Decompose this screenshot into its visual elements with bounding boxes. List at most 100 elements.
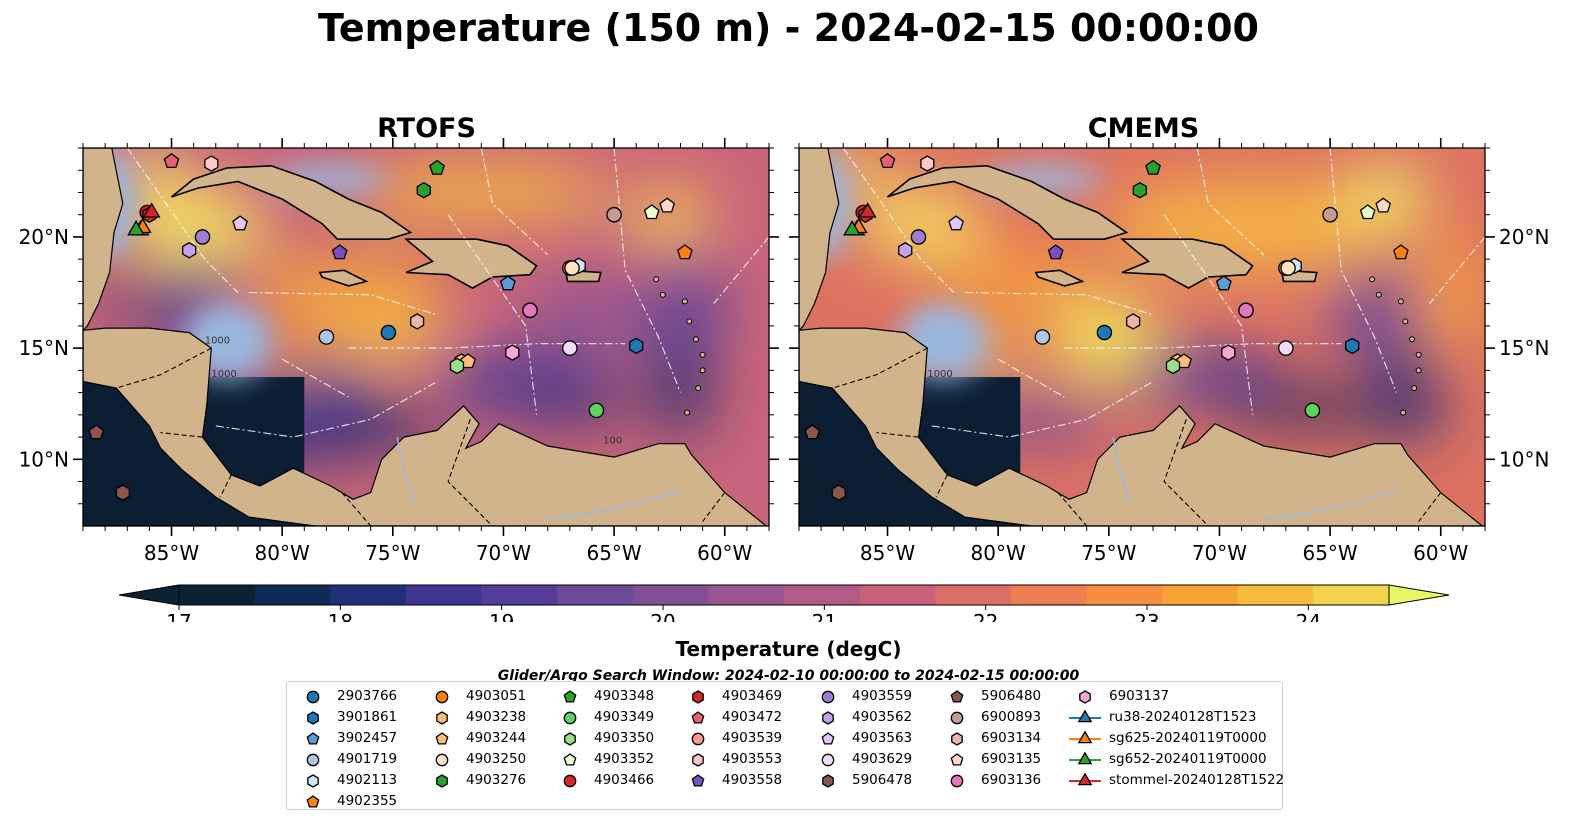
colorbar-bin [1237, 585, 1314, 605]
legend-label: 4903051 [466, 688, 527, 704]
platform-marker [380, 324, 397, 341]
platform-legend: 2903766 3901861 3902457 4901719 4902113 49023… [286, 681, 1284, 810]
hexagon-marker-icon [436, 774, 448, 788]
triangle-marker-icon [1069, 730, 1101, 744]
platform-marker [142, 202, 161, 218]
colorbar-bin [557, 585, 634, 605]
platform-marker [460, 353, 476, 369]
colorbar-bin [330, 585, 407, 605]
platform-marker [920, 155, 935, 172]
circle-marker-icon [691, 732, 705, 746]
platform-marker [182, 242, 197, 259]
colorbar-bin [1313, 585, 1390, 605]
circle-marker-icon [563, 774, 577, 788]
pentagon-marker-icon [821, 732, 835, 745]
lon-tick-label: 70°W [476, 541, 531, 565]
platform-marker [858, 202, 877, 218]
legend-label: 4903472 [722, 709, 783, 725]
hexagon-marker-icon [692, 690, 704, 704]
platform-marker [232, 215, 248, 231]
lon-tick-label: 85°W [860, 541, 915, 565]
circle-marker-icon [306, 753, 320, 767]
lon-tick-label: 65°W [586, 541, 641, 565]
colorbar-tick-label: 20 [650, 610, 675, 622]
legend-label: 4903559 [852, 688, 913, 704]
legend-label: 4903348 [594, 688, 655, 704]
legend-label: 6900893 [981, 709, 1042, 725]
lon-tick-label: 70°W [1192, 541, 1247, 565]
lat-tick-label: 20°N [19, 225, 69, 249]
colorbar-label: Temperature (degC) [675, 637, 902, 661]
legend-label: 4902355 [337, 793, 398, 809]
platform-marker [522, 302, 538, 319]
platform-marker [1047, 244, 1064, 260]
circle-marker-icon [435, 690, 449, 704]
lat-tick-label: 20°N [1499, 225, 1549, 249]
platform-marker [1215, 275, 1232, 291]
platform-marker [127, 220, 146, 236]
platform-marker [1278, 340, 1294, 356]
legend-label: 4903350 [594, 730, 655, 746]
cmems-map: 1000 85°W 80°W 75°W 70°W 65°W 60°W 20°N 15°N 10°N [789, 138, 1549, 565]
figure-title: Temperature (150 m) - 2024-02-15 00:00:0… [317, 6, 1259, 50]
legend-label: sg652-20240119T0000 [1109, 751, 1267, 767]
pentagon-marker-icon [563, 753, 577, 766]
platform-marker [879, 152, 896, 169]
hexagon-marker-icon [692, 753, 704, 767]
circle-marker-icon [821, 690, 835, 704]
platform-marker [948, 215, 964, 231]
platform-marker [499, 275, 516, 291]
platform-marker [606, 206, 622, 223]
platform-marker [804, 424, 821, 440]
colorbar-bin [405, 585, 482, 605]
legend-label: 4903563 [852, 730, 913, 746]
legend-label: 3902457 [337, 730, 398, 746]
platform-marker [643, 204, 660, 220]
colorbar-extend-over [1388, 584, 1450, 606]
platform-marker [318, 329, 335, 345]
hexagon-marker-icon [822, 774, 834, 788]
legend-label: sg625-20240119T0000 [1109, 730, 1267, 746]
legend-label: 4903244 [466, 730, 527, 746]
contour-label: 100 [603, 436, 622, 447]
hexagon-marker-icon [951, 732, 963, 746]
colorbar-bin [1086, 585, 1163, 605]
circle-marker-icon [950, 774, 964, 788]
colorbar-tick-label: 23 [1134, 610, 1159, 622]
legend-label: 4903553 [722, 751, 783, 767]
colorbar-tick-label: 18 [328, 610, 353, 622]
lat-tick-label: 10°N [1499, 447, 1549, 471]
platform-marker [677, 244, 693, 260]
platform-marker [564, 260, 580, 276]
platform-marker [1145, 159, 1161, 175]
colorbar-bin [632, 585, 709, 605]
circle-marker-icon [563, 711, 577, 725]
legend-label: 4902113 [337, 772, 398, 788]
hexagon-marker-icon [564, 732, 576, 746]
hexagon-marker-icon [307, 711, 319, 725]
platform-marker [416, 181, 431, 199]
legend-label: 4903238 [466, 709, 527, 725]
legend-label: 4903562 [852, 709, 913, 725]
triangle-marker-icon [1069, 772, 1101, 786]
platform-marker [1345, 337, 1360, 355]
legend-label: 5906480 [981, 688, 1042, 704]
platform-marker [562, 340, 578, 356]
lon-tick-label: 60°W [1413, 541, 1468, 565]
platform-marker [629, 337, 644, 355]
platform-marker [1132, 181, 1147, 199]
search-window-text: Glider/Argo Search Window: 2024-02-10 00… [497, 668, 1080, 684]
lon-tick-label: 80°W [255, 541, 310, 565]
platform-marker [898, 242, 913, 259]
pentagon-marker-icon [563, 690, 577, 703]
platform-marker [1304, 402, 1321, 419]
hexagon-marker-icon [1079, 690, 1091, 704]
circle-marker-icon [435, 753, 449, 767]
pentagon-marker-icon [306, 795, 320, 808]
platform-marker [1221, 344, 1236, 361]
lat-tick-label: 15°N [19, 336, 69, 360]
circle-marker-icon [950, 711, 964, 725]
legend-label: 6903135 [981, 751, 1042, 767]
pentagon-marker-icon [950, 690, 964, 703]
